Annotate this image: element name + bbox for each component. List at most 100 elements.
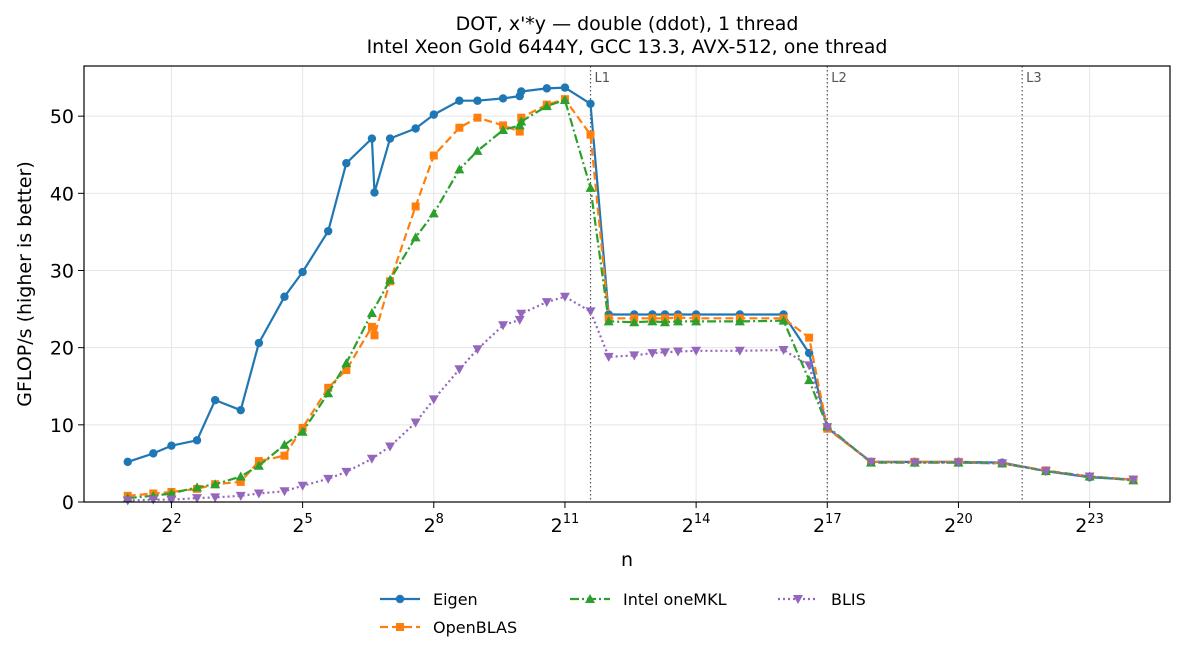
data-point	[297, 481, 308, 491]
data-point	[1128, 475, 1139, 485]
data-point	[235, 491, 246, 501]
x-tick-label: 223	[1075, 512, 1104, 537]
data-point	[166, 488, 177, 498]
data-point	[236, 405, 245, 415]
series-line-blis	[127, 295, 1134, 502]
data-point	[192, 482, 203, 492]
legend-marker	[396, 623, 404, 631]
data-point	[149, 449, 158, 458]
data-point	[541, 101, 552, 111]
data-point	[341, 467, 352, 477]
x-tick-label: 25	[292, 512, 312, 537]
data-point	[367, 134, 377, 143]
data-point	[559, 94, 570, 104]
legend-item-openblas: OpenBLAS	[380, 618, 517, 637]
data-point	[560, 83, 570, 92]
data-point	[585, 307, 596, 317]
data-point	[385, 442, 396, 452]
series-eigen	[123, 83, 1138, 484]
plot-frame	[83, 65, 1171, 503]
x-axis-label: n	[621, 549, 633, 571]
data-point	[411, 202, 420, 211]
data-point	[629, 317, 640, 327]
data-point	[122, 496, 133, 506]
y-axis: 0 10 20 30 40 50	[50, 106, 84, 514]
data-point	[909, 458, 920, 468]
data-point	[672, 316, 683, 326]
plot-series	[122, 83, 1139, 506]
cache-label-l1: L1	[595, 71, 611, 86]
legend-item-blis: BLIS	[778, 590, 866, 609]
grid-lines	[84, 66, 1170, 503]
data-point	[428, 208, 439, 218]
data-point	[298, 267, 307, 277]
data-point	[514, 315, 525, 325]
data-point	[253, 460, 264, 470]
data-point	[515, 127, 524, 136]
data-point	[778, 315, 789, 325]
data-point	[367, 322, 376, 331]
data-point	[342, 159, 351, 168]
data-point	[370, 331, 379, 340]
data-point	[254, 338, 264, 348]
data-point	[410, 418, 421, 428]
data-point	[166, 495, 177, 505]
series-openblas	[123, 95, 1138, 500]
x-tick-label: 217	[813, 512, 842, 537]
data-point	[672, 347, 683, 357]
x-tick-label: 28	[424, 512, 444, 537]
legend-item-eigen: Eigen	[380, 590, 478, 609]
data-point	[866, 457, 877, 467]
data-point	[516, 116, 527, 126]
data-point	[804, 375, 815, 385]
x-axis: 22 25 28 211 214 217 220 223	[161, 502, 1104, 537]
data-point	[370, 188, 379, 197]
data-point	[280, 451, 289, 460]
data-point	[822, 423, 833, 433]
data-point	[953, 458, 964, 468]
data-point	[455, 123, 464, 132]
data-point	[429, 110, 438, 119]
data-point	[210, 395, 220, 405]
data-point	[454, 365, 465, 375]
data-point	[498, 94, 508, 103]
cache-label-l3: L3	[1026, 71, 1042, 86]
data-point	[323, 474, 334, 484]
data-point	[778, 345, 789, 355]
data-point	[542, 84, 552, 93]
data-point	[454, 164, 465, 174]
series-blis	[122, 292, 1139, 506]
data-point	[210, 493, 221, 503]
data-point	[473, 113, 482, 122]
series-line-eigen	[127, 86, 1134, 481]
data-point	[559, 292, 570, 302]
data-point	[541, 298, 552, 308]
data-point	[472, 145, 483, 155]
data-point	[586, 99, 595, 109]
data-point	[805, 333, 814, 342]
data-point	[167, 441, 176, 450]
data-point	[659, 348, 670, 358]
data-point	[647, 316, 658, 326]
data-point	[517, 87, 526, 96]
data-point	[455, 96, 464, 105]
cache-boundary-lines: L1 L2 L3	[589, 66, 1042, 502]
data-point	[429, 151, 438, 160]
data-point	[341, 358, 352, 368]
data-point	[498, 125, 509, 135]
series-intel-onemkl	[122, 94, 1139, 503]
data-point	[498, 321, 509, 331]
data-point	[148, 495, 159, 505]
data-point	[385, 134, 395, 143]
x-tick-label: 214	[682, 512, 711, 537]
data-point	[279, 487, 290, 497]
x-tick-label: 220	[944, 512, 973, 537]
legend: Eigen OpenBLAS Intel oneMKL BLIS	[380, 590, 866, 637]
legend-label: Intel oneMKL	[623, 590, 727, 609]
legend-marker	[585, 594, 595, 603]
data-point	[123, 457, 132, 467]
chart-subtitle: Intel Xeon Gold 6444Y, GCC 13.3, AVX-512…	[367, 36, 888, 58]
data-point	[385, 274, 396, 284]
data-point	[472, 345, 483, 355]
